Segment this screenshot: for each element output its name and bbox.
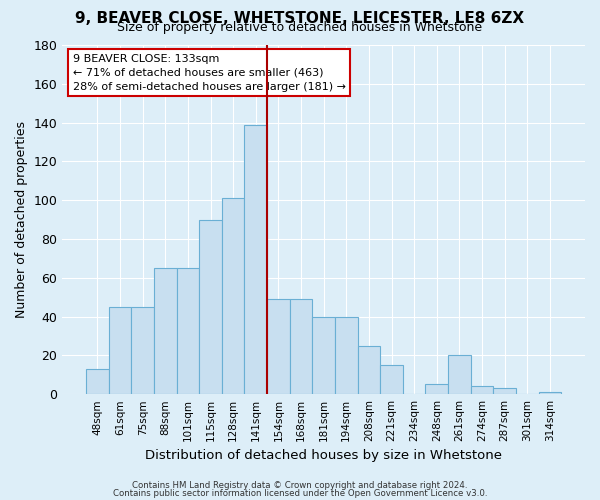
Bar [425,384,448,394]
Bar [199,220,222,394]
Bar [267,299,290,394]
Bar [109,307,131,394]
Text: 9, BEAVER CLOSE, WHETSTONE, LEICESTER, LE8 6ZX: 9, BEAVER CLOSE, WHETSTONE, LEICESTER, L… [76,11,524,26]
Bar [380,365,403,394]
Bar [448,356,471,394]
Bar [222,198,244,394]
Bar [154,268,176,394]
Bar [176,268,199,394]
Bar [358,346,380,394]
Bar [131,307,154,394]
Text: Size of property relative to detached houses in Whetstone: Size of property relative to detached ho… [118,21,482,34]
Text: Contains HM Land Registry data © Crown copyright and database right 2024.: Contains HM Land Registry data © Crown c… [132,481,468,490]
Y-axis label: Number of detached properties: Number of detached properties [15,121,28,318]
Bar [471,386,493,394]
Bar [86,369,109,394]
Text: Contains public sector information licensed under the Open Government Licence v3: Contains public sector information licen… [113,488,487,498]
Bar [290,299,313,394]
Bar [335,316,358,394]
X-axis label: Distribution of detached houses by size in Whetstone: Distribution of detached houses by size … [145,450,502,462]
Bar [313,316,335,394]
Bar [244,124,267,394]
Text: 9 BEAVER CLOSE: 133sqm
← 71% of detached houses are smaller (463)
28% of semi-de: 9 BEAVER CLOSE: 133sqm ← 71% of detached… [73,54,346,92]
Bar [539,392,561,394]
Bar [493,388,516,394]
